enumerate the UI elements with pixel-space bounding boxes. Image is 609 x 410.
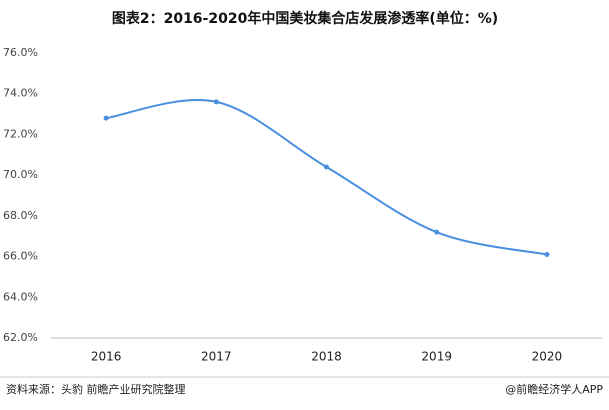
x-tick-label: 2016: [91, 350, 122, 364]
point: [213, 99, 219, 105]
y-tick-label: 64.0%: [3, 290, 38, 303]
y-tick-label: 76.0%: [3, 46, 38, 59]
line: [105, 99, 548, 256]
point: [544, 252, 550, 258]
chart-title: 图表2：2016-2020年中国美妆集合店发展渗透率(单位：%): [112, 10, 498, 27]
point: [434, 229, 440, 235]
source-note: 资料来源：头豹 前瞻产业研究院整理: [6, 382, 186, 396]
brand-note: @前瞻经济学人APP: [505, 382, 603, 396]
y-tick-label: 70.0%: [3, 168, 38, 181]
x-tick-label: 2018: [311, 350, 342, 364]
y-tick-label: 66.0%: [3, 250, 38, 263]
x-tick-label: 2017: [201, 350, 232, 364]
y-tick-label: 72.0%: [3, 127, 38, 140]
point: [103, 115, 109, 121]
y-tick-label: 62.0%: [3, 331, 38, 344]
y-tick-label: 74.0%: [3, 87, 38, 100]
x-tick-label: 2019: [421, 350, 452, 364]
y-tick-label: 68.0%: [3, 209, 38, 222]
point: [324, 164, 329, 170]
x-tick-label: 2020: [532, 350, 563, 364]
